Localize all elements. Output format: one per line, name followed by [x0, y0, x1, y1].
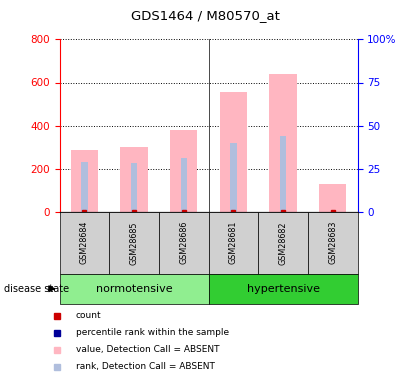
Bar	[170, 130, 197, 212]
Bar	[208, 212, 258, 274]
Text: hypertensive: hypertensive	[247, 284, 320, 294]
Bar	[60, 212, 109, 274]
Bar	[280, 136, 286, 212]
Bar	[220, 92, 247, 212]
Bar	[120, 147, 148, 212]
Bar	[319, 184, 346, 212]
Text: GSM28682: GSM28682	[279, 221, 288, 265]
Bar	[230, 143, 237, 212]
Text: value, Detection Call = ABSENT: value, Detection Call = ABSENT	[76, 345, 219, 354]
Text: normotensive: normotensive	[96, 284, 172, 294]
Text: GDS1464 / M80570_at: GDS1464 / M80570_at	[131, 9, 280, 22]
Text: percentile rank within the sample: percentile rank within the sample	[76, 328, 229, 338]
Bar	[159, 212, 208, 274]
Text: count: count	[76, 311, 102, 320]
Text: GSM28685: GSM28685	[129, 221, 139, 265]
Bar	[81, 162, 88, 212]
Bar	[308, 212, 358, 274]
Text: GSM28686: GSM28686	[179, 221, 188, 264]
Bar	[71, 150, 98, 212]
Bar	[60, 274, 209, 304]
Bar	[270, 74, 297, 212]
Text: GSM28684: GSM28684	[80, 221, 89, 264]
Bar	[208, 274, 358, 304]
Text: GSM28683: GSM28683	[328, 221, 337, 264]
Bar	[258, 212, 308, 274]
Text: GSM28681: GSM28681	[229, 221, 238, 264]
Bar	[180, 158, 187, 212]
Bar	[131, 164, 137, 212]
Text: disease state: disease state	[4, 284, 69, 294]
Text: rank, Detection Call = ABSENT: rank, Detection Call = ABSENT	[76, 362, 215, 371]
Bar	[109, 212, 159, 274]
